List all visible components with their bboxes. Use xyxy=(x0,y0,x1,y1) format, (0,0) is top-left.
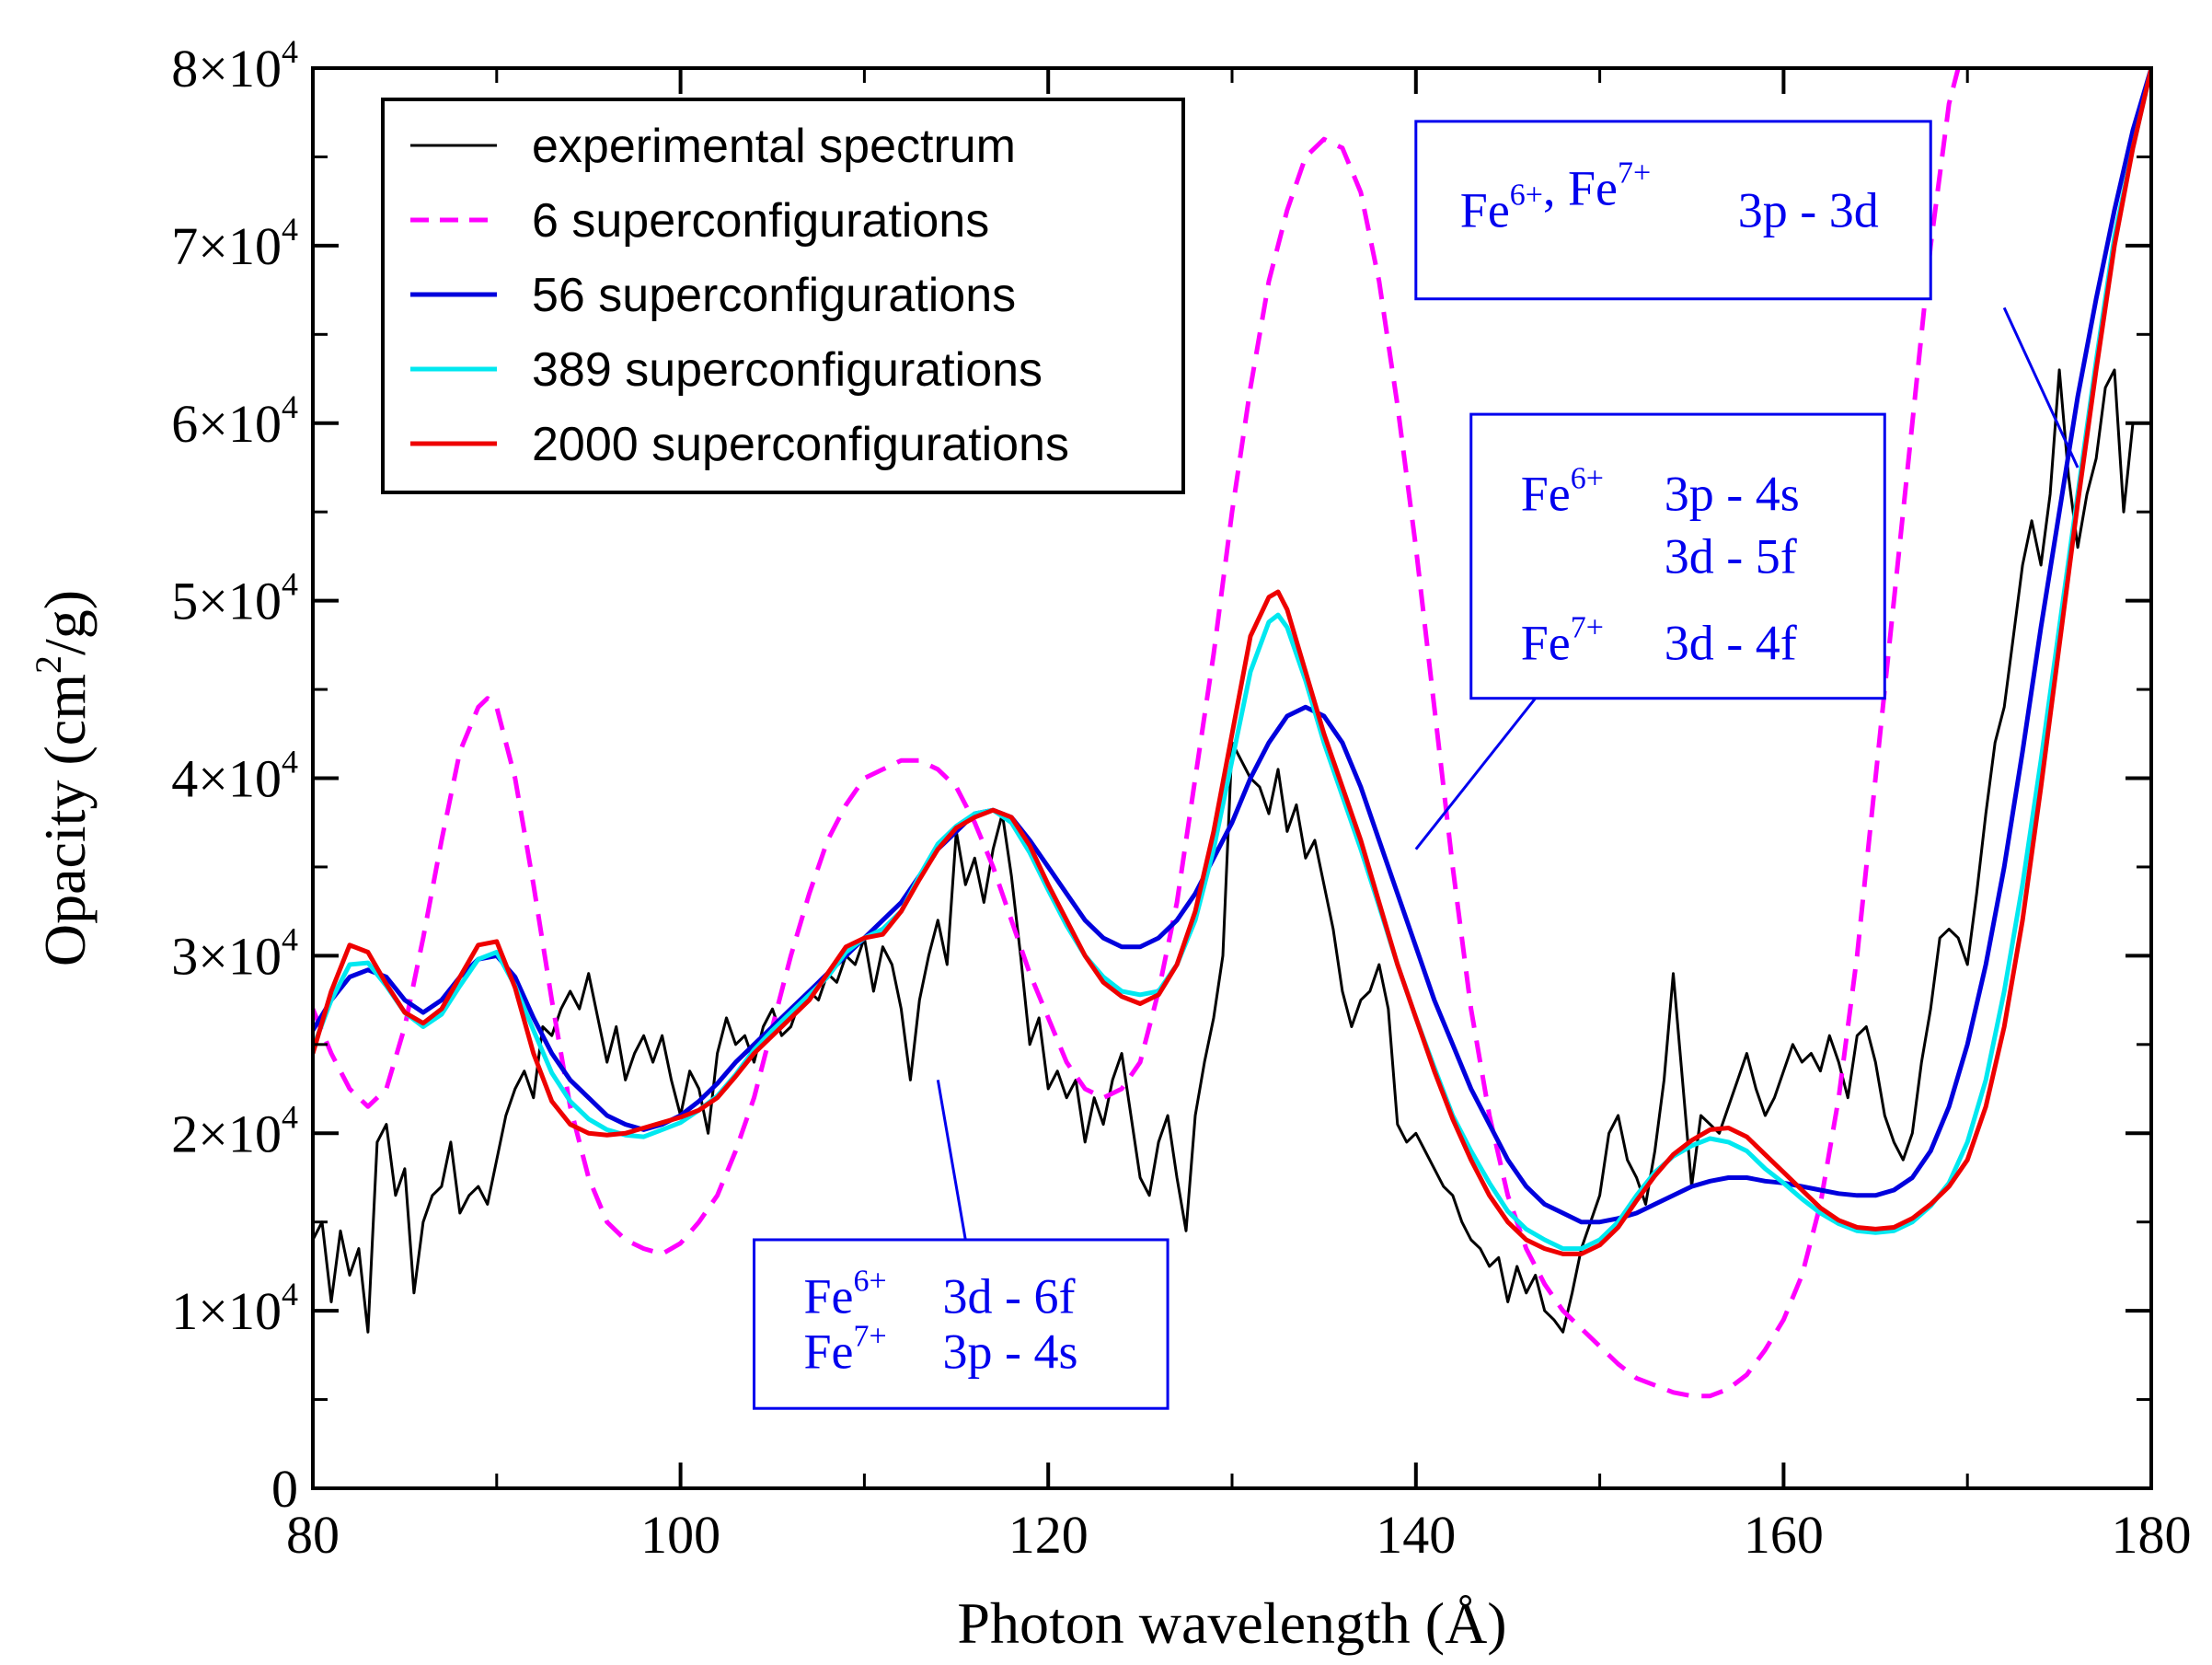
annotation-box xyxy=(1469,412,1886,700)
y-tick-exponent: 4 xyxy=(282,1276,298,1312)
y-tick-label: 1×104 xyxy=(171,1276,298,1341)
annotation-transition: 3d - 5f xyxy=(1665,528,1797,584)
y-tick-exponent: 4 xyxy=(282,33,298,70)
ion-element: Fe xyxy=(1460,182,1510,237)
y-tick-label: 2×104 xyxy=(171,1098,298,1163)
y-tick-mantissa: 1×10 xyxy=(171,1281,282,1341)
ion-charge: 7+ xyxy=(1571,610,1604,644)
y-tick-mantissa: 4×10 xyxy=(171,749,282,809)
y-tick-exponent: 4 xyxy=(282,1098,298,1135)
y-tick-mantissa: 0 xyxy=(271,1459,298,1519)
y-tick-exponent: 4 xyxy=(282,920,298,957)
series-line-56-superconfigurations xyxy=(313,68,2151,1225)
series-line-experimental-spectrum xyxy=(313,368,2135,1334)
annotation-ion: Fe6+ xyxy=(804,1265,887,1324)
legend-label-389-superconfigurations: 389 superconfigurations xyxy=(532,343,1043,397)
y-tick-label: 6×104 xyxy=(171,388,298,454)
annotation-ion: Fe7+ xyxy=(804,1320,887,1380)
x-tick-label: 100 xyxy=(640,1505,720,1565)
annotation-pointer xyxy=(936,1080,967,1241)
x-tick-label: 140 xyxy=(1376,1505,1456,1565)
annotation-ion: Fe7+ xyxy=(1521,610,1604,670)
y-tick-exponent: 4 xyxy=(282,388,298,425)
annotation-transition: 3p - 4s xyxy=(1665,466,1800,521)
y-tick-mantissa: 6×10 xyxy=(171,394,282,454)
annotation-transition: 3p - 4s xyxy=(943,1324,1078,1380)
y-tick-mantissa: 2×10 xyxy=(171,1104,282,1163)
annotation-pointer xyxy=(2002,306,2080,468)
legend-box xyxy=(381,98,1185,494)
x-axis-title: Photon wavelength (Å) xyxy=(957,1590,1506,1656)
y-tick-label: 8×104 xyxy=(171,33,298,98)
y-tick-mantissa: 7×10 xyxy=(171,216,282,276)
ion-element: Fe xyxy=(1568,160,1618,215)
ion-charge: 6+ xyxy=(1571,461,1604,495)
x-tick-label: 180 xyxy=(2112,1505,2192,1565)
y-tick-mantissa: 8×10 xyxy=(171,39,282,98)
annotation-pointer xyxy=(1414,697,1537,850)
legend-label-experimental-spectrum: experimental spectrum xyxy=(532,120,1016,173)
ion-element: Fe xyxy=(804,1269,854,1324)
ion-charge: 6+ xyxy=(854,1265,887,1299)
x-tick-label: 160 xyxy=(1744,1505,1824,1565)
y-tick-exponent: 4 xyxy=(282,566,298,603)
ion-element: Fe xyxy=(804,1324,854,1380)
y-tick-label: 7×104 xyxy=(171,211,298,276)
annotation-transition: 3d - 4f xyxy=(1665,615,1797,670)
y-tick-label: 0 xyxy=(271,1459,298,1519)
y-tick-label: 5×104 xyxy=(171,566,298,631)
x-tick-label: 80 xyxy=(286,1505,340,1565)
annotation-transition: 3d - 6f xyxy=(943,1269,1076,1324)
y-tick-exponent: 4 xyxy=(282,211,298,248)
ion-charge: 7+ xyxy=(1618,156,1651,190)
legend-label-56-superconfigurations: 56 superconfigurations xyxy=(532,269,1016,322)
series-line-2000-superconfigurations xyxy=(313,68,2151,1256)
y-axis-title-sup: 2 xyxy=(28,655,69,674)
annotation-ion: Fe6+, Fe7+ xyxy=(1460,156,1651,237)
y-tick-mantissa: 5×10 xyxy=(171,572,282,631)
x-tick-label: 120 xyxy=(1008,1505,1089,1565)
annotation-ion: Fe6+ xyxy=(1521,461,1604,521)
ion-charge: 7+ xyxy=(854,1320,887,1354)
y-tick-label: 3×104 xyxy=(171,920,298,986)
legend-label-2000-superconfigurations: 2000 superconfigurations xyxy=(532,418,1069,471)
y-axis-title-prefix: Opacity (cm xyxy=(32,674,98,966)
ion-element: Fe xyxy=(1521,466,1571,521)
y-axis-title-suffix: /g) xyxy=(32,590,98,655)
annotation-transition: 3p - 3d xyxy=(1738,182,1879,237)
annotation-box xyxy=(1414,120,1932,301)
series-line-6-superconfigurations xyxy=(313,68,1961,1399)
ion-charge: 6+ xyxy=(1510,178,1543,212)
y-tick-mantissa: 3×10 xyxy=(171,926,282,986)
annotation-box xyxy=(753,1238,1169,1410)
y-tick-label: 4×104 xyxy=(171,744,298,809)
legend-label-6-superconfigurations: 6 superconfigurations xyxy=(532,194,989,248)
ion-element: Fe xyxy=(1521,615,1571,670)
y-axis-title: Opacity (cm2/g) xyxy=(28,590,98,966)
y-tick-exponent: 4 xyxy=(282,744,298,780)
